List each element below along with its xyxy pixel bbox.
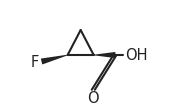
Text: F: F	[31, 55, 39, 70]
Text: OH: OH	[125, 48, 148, 62]
Polygon shape	[41, 55, 68, 64]
Text: O: O	[87, 91, 99, 106]
Polygon shape	[94, 52, 115, 58]
